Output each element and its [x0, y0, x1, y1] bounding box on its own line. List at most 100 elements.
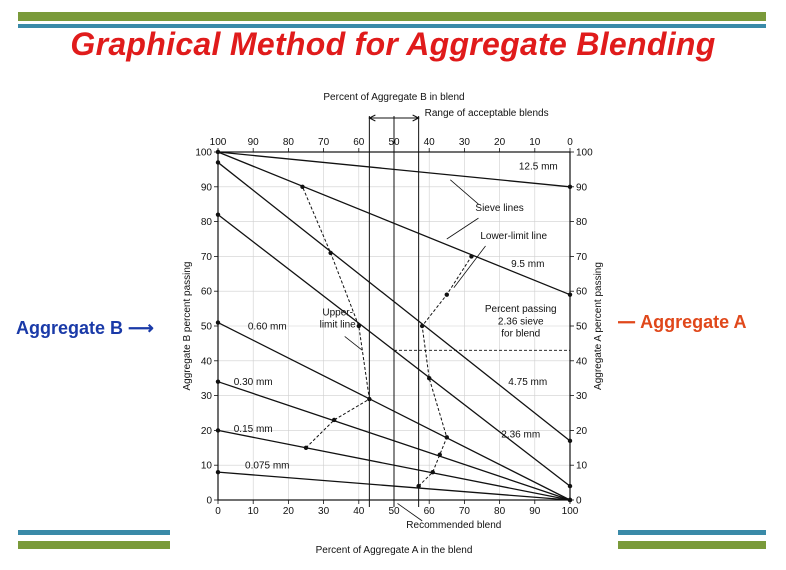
lower-limit-line-point-2: [437, 452, 442, 457]
top-tick-label-0: 0: [567, 137, 573, 148]
top-green-bar: [18, 12, 766, 21]
sieve-start-point-9-5-mm: [215, 149, 221, 155]
sieve-lines-label: Sieve lines: [475, 203, 523, 214]
sieve-label-0-30-mm: 0.30 mm: [234, 377, 273, 388]
limit-lines: [300, 116, 570, 507]
top-tick-label-40: 40: [424, 137, 436, 148]
upper-limit-line: [302, 186, 370, 449]
blending-chart-svg: 0100109020803070406050506040703080209010…: [182, 92, 604, 556]
bottom-tick-label-40: 40: [353, 506, 365, 517]
bottom-tick-label-90: 90: [529, 506, 541, 517]
aggregate-b-label: Aggregate B ⟶: [16, 318, 154, 339]
right-tick-label-50: 50: [576, 322, 588, 333]
left-tick-label-70: 70: [201, 252, 213, 263]
percent-passing-label-2: 2.36 sieve: [498, 316, 544, 327]
slide-title: Graphical Method for Aggregate Blending: [70, 26, 716, 62]
left-tick-label-30: 30: [201, 391, 213, 402]
bottom-tick-label-0: 0: [215, 506, 221, 517]
range-arrow-left: [368, 114, 376, 122]
recommended-blend-label: Recommended blend: [406, 520, 501, 531]
sieve-end-point-9-5-mm: [567, 292, 573, 297]
bottom-axis-title: Percent of Aggregate A in the blend: [316, 545, 473, 556]
recommended-blend-pointer: [397, 503, 423, 522]
left-tick-label-80: 80: [201, 217, 213, 228]
lower-limit-line-point-0: [416, 483, 421, 489]
percent-passing-label-3: for blend: [501, 328, 540, 339]
top-tick-label-20: 20: [494, 137, 506, 148]
bottom-tick-label-80: 80: [494, 506, 506, 517]
top-tick-label-100: 100: [210, 137, 227, 148]
right-tick-label-60: 60: [576, 287, 588, 298]
upper-limit-line-point-0: [303, 445, 309, 450]
sieve-label-9-5-mm: 9.5 mm: [511, 259, 544, 270]
right-tick-label-0: 0: [576, 496, 582, 507]
sieve-end-point-2-36-mm: [567, 483, 573, 489]
top-tick-label-60: 60: [353, 137, 365, 148]
right-tick-label-30: 30: [576, 391, 588, 402]
lower-limit-line-point-1: [430, 469, 435, 475]
bottom-tick-label-10: 10: [248, 506, 260, 517]
sieve-lines-pointer-2: [446, 217, 479, 240]
left-tick-label-50: 50: [201, 322, 213, 333]
range-arrow-right: [412, 114, 420, 122]
sieve-start-point-0-075-mm: [215, 469, 221, 475]
annotations: Percent of Aggregate B in blend Percent o…: [182, 92, 604, 556]
upper-limit-line-point-1: [331, 417, 337, 423]
sieve-label-0-60-mm: 0.60 mm: [248, 321, 287, 332]
upper-limit-line-point-3: [356, 323, 361, 329]
arrow-right-icon: ⟶: [128, 318, 154, 338]
left-tick-label-40: 40: [201, 356, 213, 367]
upper-limit-label-2: limit line: [320, 320, 357, 331]
sieve-end-point-12-5-mm: [567, 184, 573, 189]
upper-limit-pointer: [344, 336, 363, 351]
right-tick-label-10: 10: [576, 461, 588, 472]
sieve-label-4-75-mm: 4.75 mm: [508, 377, 547, 388]
left-tick-label-60: 60: [201, 287, 213, 298]
top-tick-label-80: 80: [283, 137, 295, 148]
axis-ticks: 0100109020803070406050506040703080209010…: [195, 137, 593, 517]
upper-limit-label-1: Upper-: [322, 308, 353, 319]
sieve-end-point-0-075-mm: [567, 497, 573, 503]
blending-diagram: 0 100 10 90 20 80 30 70 40 60 50 50 60 40 70 30 80 20 90 10…: [170, 88, 618, 560]
right-tick-label-100: 100: [576, 148, 593, 159]
sieve-label-12-5-mm: 12.5 mm: [519, 161, 558, 172]
lower-limit-line: [418, 256, 472, 487]
bottom-tick-label-20: 20: [283, 506, 295, 517]
top-tick-label-70: 70: [318, 137, 330, 148]
upper-limit-line-point-5: [300, 184, 305, 189]
lower-limit-line-point-6: [444, 292, 449, 297]
bottom-tick-label-50: 50: [388, 506, 400, 517]
right-tick-label-20: 20: [576, 426, 588, 437]
bottom-tick-label-60: 60: [424, 506, 436, 517]
aggregate-b-text: Aggregate B: [16, 318, 124, 338]
bottom-tick-label-30: 30: [318, 506, 330, 517]
aggregate-a-text: Aggregate A: [640, 312, 747, 332]
bottom-tick-label-70: 70: [459, 506, 471, 517]
aggregate-a-label: ⟵ Aggregate A: [610, 312, 747, 333]
sieve-start-point-0-30-mm: [215, 379, 221, 384]
sieve-label-0-075-mm: 0.075 mm: [245, 461, 289, 472]
sieve-label-2-36-mm: 2.36 mm: [501, 429, 540, 440]
sieve-end-point-4-75-mm: [567, 438, 573, 444]
sieve-start-point-0-60-mm: [215, 320, 221, 325]
bottom-tick-label-100: 100: [562, 506, 579, 517]
top-axis-title: Percent of Aggregate B in blend: [323, 92, 464, 103]
lower-limit-label: Lower-limit line: [480, 231, 547, 242]
top-tick-label-30: 30: [459, 137, 471, 148]
lower-limit-line-point-4: [427, 376, 432, 381]
right-tick-label-70: 70: [576, 252, 588, 263]
range-label: Range of acceptable blends: [425, 108, 549, 119]
right-tick-label-90: 90: [576, 182, 588, 193]
right-tick-label-80: 80: [576, 217, 588, 228]
left-tick-label-100: 100: [195, 148, 212, 159]
left-tick-label-20: 20: [201, 426, 213, 437]
top-tick-label-90: 90: [248, 137, 260, 148]
left-tick-label-0: 0: [206, 496, 212, 507]
top-teal-bar: [18, 24, 766, 28]
sieve-start-point-2-36-mm: [215, 212, 221, 217]
top-tick-label-10: 10: [529, 137, 541, 148]
sieve-label-0-15-mm: 0.15 mm: [234, 424, 273, 435]
sieve-lines-pointer-1: [450, 179, 479, 205]
sieve-start-point-4-75-mm: [215, 160, 221, 165]
sieve-start-point-0-15-mm: [215, 428, 221, 433]
